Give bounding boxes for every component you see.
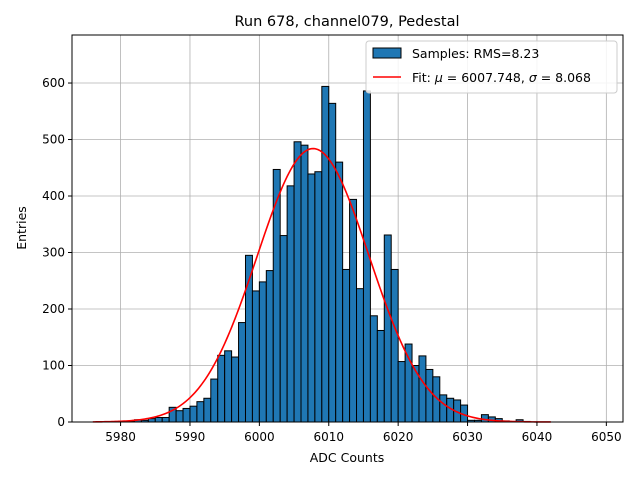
- histogram-bar: [251, 290, 260, 423]
- x-tick-label: 6030: [452, 430, 483, 444]
- histogram-bar: [383, 234, 392, 423]
- histogram-bar: [390, 268, 399, 423]
- histogram-bar: [307, 173, 316, 423]
- histogram-bar: [356, 288, 364, 423]
- y-tick-label: 200: [42, 302, 65, 316]
- histogram-bar: [154, 416, 163, 423]
- histogram-bar: [161, 416, 170, 423]
- histogram-bar: [258, 281, 267, 423]
- x-tick-label: 6040: [522, 430, 553, 444]
- legend-label-fit: Fit: μ = 6007.748, σ = 8.068: [412, 70, 591, 85]
- histogram-bar: [342, 268, 351, 423]
- y-tick-label: 600: [42, 76, 65, 90]
- histogram-bar: [182, 407, 191, 423]
- histogram-bar: [224, 350, 233, 423]
- x-tick-label: 6000: [244, 430, 275, 444]
- histogram-bar: [293, 141, 302, 423]
- histogram-bar: [300, 144, 309, 423]
- x-tick-label: 6050: [591, 430, 622, 444]
- histogram-bar: [210, 378, 219, 423]
- histogram-bar: [189, 405, 198, 423]
- histogram-bar: [404, 343, 413, 423]
- histogram-bar: [376, 329, 385, 423]
- y-tick-label: 300: [42, 246, 65, 260]
- histogram-bar: [279, 235, 288, 423]
- legend: Samples: RMS=8.23 Fit: μ = 6007.748, σ =…: [365, 40, 618, 94]
- histogram-bar: [238, 322, 246, 423]
- y-tick-label: 500: [42, 133, 65, 147]
- x-tick-label: 5980: [105, 430, 136, 444]
- histogram-bar: [217, 354, 226, 423]
- histogram-bar: [480, 414, 489, 423]
- histogram-bar: [203, 397, 212, 423]
- chart-title: Run 678, channel079, Pedestal: [234, 14, 459, 30]
- histogram-bar: [314, 171, 323, 423]
- histogram-bar: [286, 185, 295, 423]
- y-tick-label: 100: [42, 359, 65, 373]
- histogram-bar: [265, 270, 274, 423]
- x-tick-label: 6020: [383, 430, 414, 444]
- x-axis-label: ADC Counts: [310, 450, 385, 465]
- histogram-bar: [349, 198, 358, 423]
- plot-frame: [71, 34, 624, 423]
- x-tick-label: 6010: [313, 430, 344, 444]
- histogram-bar: [397, 361, 406, 423]
- legend-box: [365, 40, 618, 94]
- histogram-bar: [321, 85, 330, 423]
- y-tick-label: 0: [57, 415, 65, 429]
- y-axis-ticks: 0 100 200 300 400 500 600: [42, 76, 72, 429]
- legend-label-samples: Samples: RMS=8.23: [412, 46, 539, 61]
- histogram-bar: [175, 410, 184, 423]
- histogram-bar: [335, 161, 344, 423]
- histogram-bar: [418, 355, 427, 423]
- histogram-bar: [231, 356, 240, 423]
- histogram-bar: [369, 315, 378, 423]
- y-axis-label: Entries: [14, 206, 29, 250]
- x-tick-label: 5990: [175, 430, 206, 444]
- histogram-bar: [425, 368, 434, 423]
- y-tick-label: 400: [42, 189, 65, 203]
- histogram-bar: [196, 401, 205, 423]
- legend-swatch-samples: [372, 47, 402, 59]
- histogram-bar: [328, 102, 337, 423]
- histogram-bar: [147, 418, 156, 423]
- histogram-bar: [439, 394, 448, 423]
- gaussian-fit-curve: [92, 147, 551, 423]
- x-axis-ticks: 5980 5990 6000 6010 6020 6030 6040 6050: [105, 422, 622, 444]
